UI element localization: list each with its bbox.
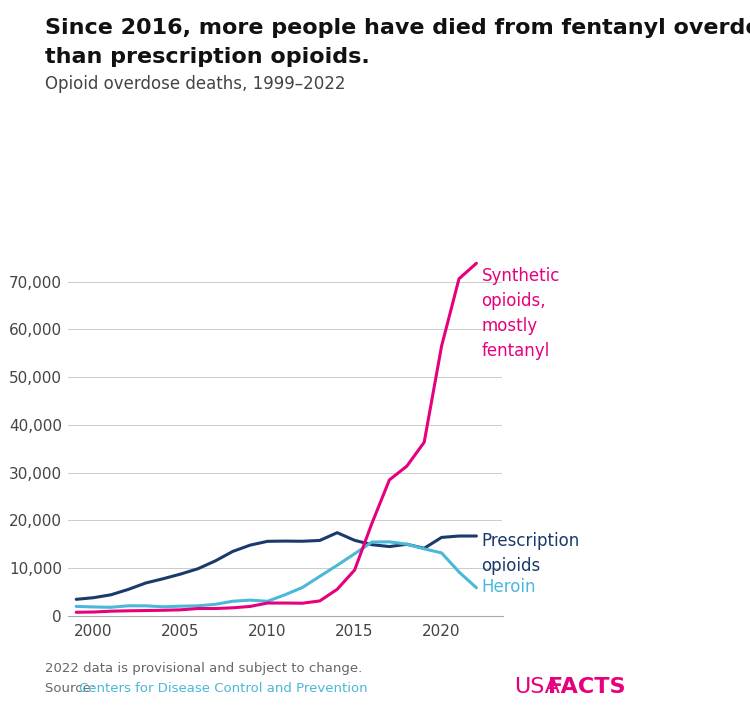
Text: USA: USA <box>514 677 560 697</box>
Text: Synthetic
opioids,
mostly
fentanyl: Synthetic opioids, mostly fentanyl <box>482 267 560 360</box>
Text: than prescription opioids.: than prescription opioids. <box>45 47 370 67</box>
Text: Prescription
opioids: Prescription opioids <box>482 532 580 575</box>
Text: Since 2016, more people have died from fentanyl overdoses: Since 2016, more people have died from f… <box>45 18 750 38</box>
Text: FACTS: FACTS <box>548 677 626 697</box>
Text: Centers for Disease Control and Prevention: Centers for Disease Control and Preventi… <box>79 682 368 695</box>
Text: 2022 data is provisional and subject to change.: 2022 data is provisional and subject to … <box>45 662 362 675</box>
Text: Source:: Source: <box>45 682 100 695</box>
Text: Opioid overdose deaths, 1999–2022: Opioid overdose deaths, 1999–2022 <box>45 75 346 93</box>
Text: Heroin: Heroin <box>482 578 536 596</box>
